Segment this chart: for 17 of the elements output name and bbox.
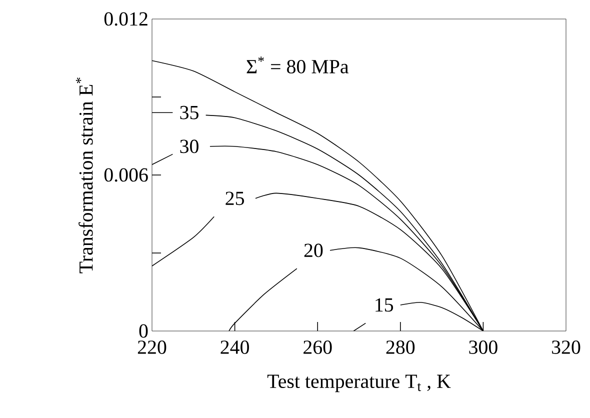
series-label: 25 [226, 192, 244, 206]
x-tick-label: 220 [138, 340, 166, 354]
series-label: 35 [180, 106, 198, 120]
series-label: Σ$^{*}$ = 80 MPa [246, 56, 349, 74]
y-tick-label: 0.006 [104, 168, 148, 182]
x-tick-label: 260 [304, 340, 332, 354]
series-label: 30 [180, 140, 198, 154]
x-tick-label: 300 [469, 340, 498, 354]
series-label: 15 [376, 298, 394, 312]
y-tick-label: 0 [139, 324, 148, 338]
series-label: 20 [304, 244, 323, 258]
x-axis-title: Test temperature T$_{t}$ , K [267, 374, 451, 392]
x-tick-label: 240 [220, 340, 249, 354]
x-tick-label: 320 [552, 340, 580, 354]
y-axis-title: Transformation strain E$^{*}$ [76, 78, 93, 274]
y-tick-label: 0.012 [104, 12, 148, 26]
x-tick-label: 280 [386, 340, 415, 354]
